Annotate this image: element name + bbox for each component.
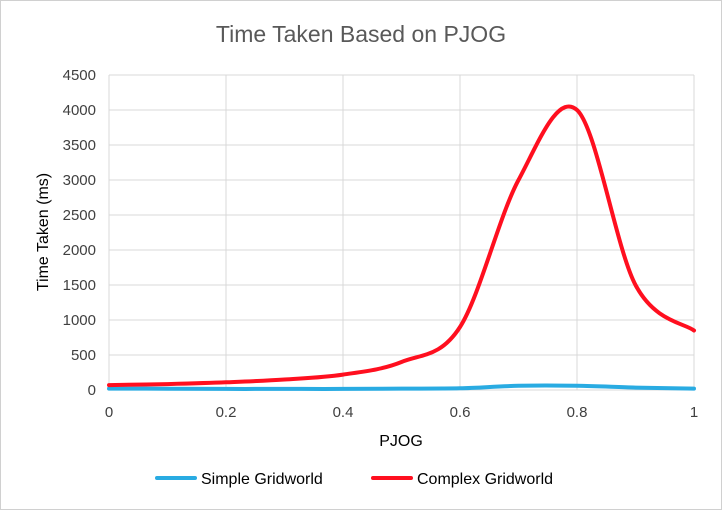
legend-label: Simple Gridworld bbox=[201, 471, 323, 488]
series-lines bbox=[107, 104, 696, 391]
gridlines bbox=[108, 74, 695, 391]
chart-title: Time Taken Based on PJOG bbox=[216, 21, 506, 47]
x-axis-ticks: 0 0.2 0.4 0.6 0.8 1 bbox=[105, 404, 698, 421]
y-tick-label: 2500 bbox=[63, 207, 96, 224]
y-tick-label: 4000 bbox=[63, 102, 96, 119]
series-line-simple-gridworld bbox=[107, 383, 696, 391]
x-axis-label: PJOG bbox=[379, 433, 423, 450]
legend: Simple Gridworld Complex Gridworld bbox=[155, 471, 553, 488]
y-axis-ticks: 0 500 1000 1500 2000 2500 3000 3500 4000 4500 bbox=[63, 67, 96, 399]
y-tick-label: 2000 bbox=[63, 242, 96, 259]
x-tick-label: 0 bbox=[105, 404, 113, 421]
y-axis-label: Time Taken (ms) bbox=[35, 173, 52, 291]
x-tick-label: 0.8 bbox=[567, 404, 588, 421]
x-tick-label: 0.2 bbox=[216, 404, 237, 421]
legend-entry-complex-gridworld: Complex Gridworld bbox=[371, 471, 553, 488]
legend-label: Complex Gridworld bbox=[417, 471, 553, 488]
y-tick-label: 3500 bbox=[63, 137, 96, 154]
y-tick-label: 1500 bbox=[63, 277, 96, 294]
y-tick-label: 0 bbox=[88, 382, 96, 399]
x-tick-label: 0.4 bbox=[333, 404, 354, 421]
x-tick-label: 1 bbox=[690, 404, 698, 421]
series-line-complex-gridworld bbox=[107, 104, 696, 388]
y-tick-label: 1000 bbox=[63, 312, 96, 329]
legend-entry-simple-gridworld: Simple Gridworld bbox=[155, 471, 323, 488]
y-tick-label: 4500 bbox=[63, 67, 96, 84]
y-tick-label: 500 bbox=[71, 347, 96, 364]
y-tick-label: 3000 bbox=[63, 172, 96, 189]
x-tick-label: 0.6 bbox=[450, 404, 471, 421]
